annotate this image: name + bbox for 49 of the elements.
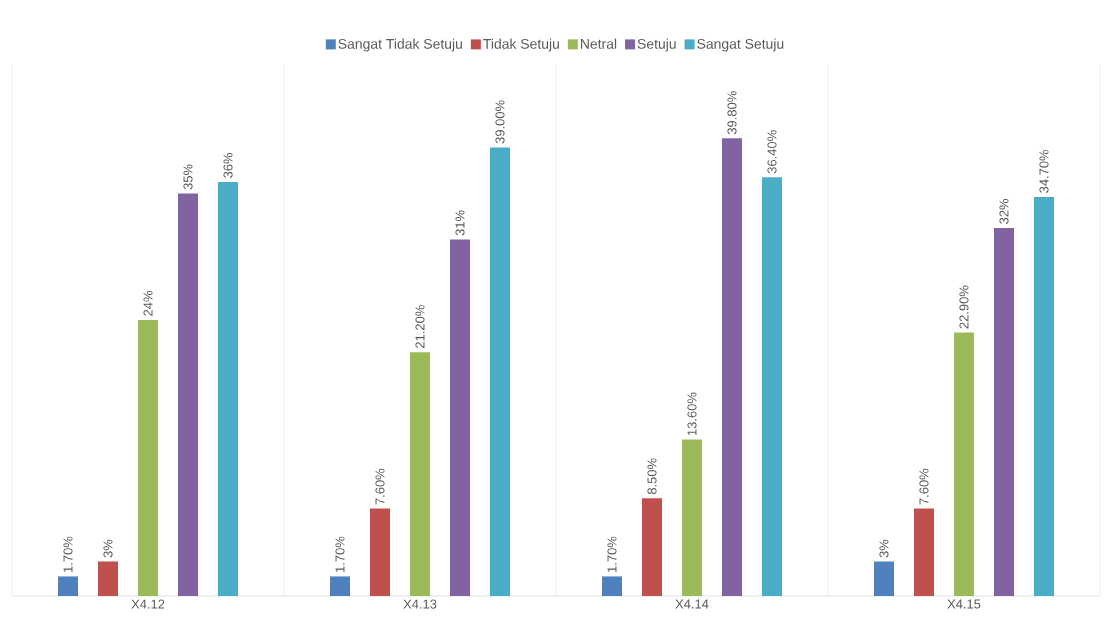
data-label: 21.20% — [415, 305, 425, 348]
data-label: 1.70% — [335, 536, 345, 572]
bar — [681, 439, 702, 596]
data-label: 36.40% — [767, 130, 777, 174]
data-label: 39.80% — [727, 91, 737, 135]
bar — [450, 239, 470, 596]
bar — [873, 561, 894, 596]
bar — [761, 177, 782, 596]
data-label: 22.90% — [959, 285, 969, 329]
data-label: 24% — [143, 290, 153, 316]
bar — [410, 352, 430, 596]
x-tick-label: X4.15 — [947, 599, 981, 609]
bar — [953, 332, 974, 596]
bar — [641, 498, 662, 596]
data-label: 13.60% — [687, 392, 697, 436]
data-label: 3% — [103, 539, 113, 558]
legend-label: Sangat Tidak Setuju — [338, 38, 462, 52]
data-label: 1.70% — [63, 536, 73, 572]
bar — [993, 227, 1014, 596]
bar — [138, 319, 158, 596]
bar — [218, 181, 238, 596]
legend-label: Tidak Setuju — [483, 38, 559, 52]
legend-label: Setuju — [637, 38, 676, 52]
bar — [490, 147, 510, 596]
data-label: 32% — [999, 198, 1009, 224]
bar — [98, 561, 118, 596]
bar — [601, 576, 622, 596]
data-label: 3% — [879, 539, 889, 558]
bar — [369, 508, 390, 596]
bar — [913, 508, 934, 596]
bar — [1033, 196, 1054, 596]
bar — [58, 576, 79, 596]
x-tick-label: X4.14 — [675, 599, 709, 609]
x-tick-label: X4.13 — [403, 599, 437, 609]
bar — [721, 138, 742, 596]
bar — [330, 576, 350, 596]
data-label: 35% — [183, 164, 193, 190]
data-label: 7.60% — [919, 468, 929, 505]
data-label: 39.00% — [495, 100, 505, 144]
data-label: 34.70% — [1039, 149, 1049, 193]
bar — [178, 193, 198, 596]
data-label: 1.70% — [607, 536, 617, 572]
x-tick-label: X4.12 — [131, 599, 165, 609]
data-label: 7.60% — [375, 468, 385, 505]
data-label: 31% — [455, 210, 465, 236]
data-label: 8.50% — [647, 458, 657, 495]
data-label: 36% — [223, 152, 233, 178]
legend-label: Netral — [580, 38, 617, 49]
legend-label: Sangat Setuju — [697, 38, 784, 52]
